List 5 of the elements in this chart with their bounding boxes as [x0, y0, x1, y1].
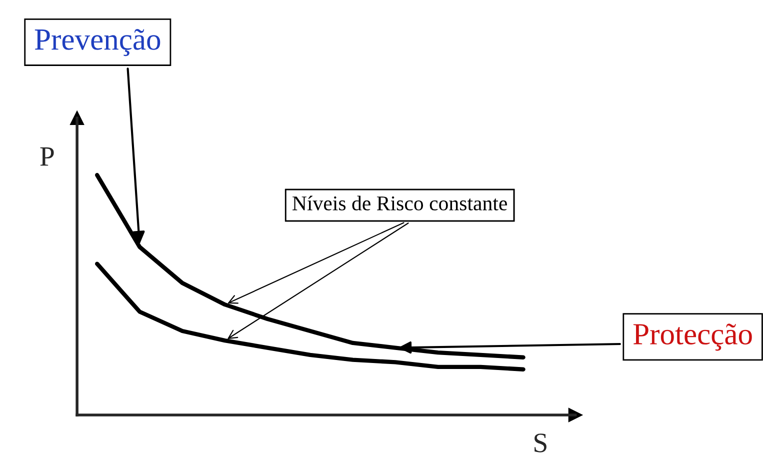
text: Prevenção: [34, 28, 160, 56]
annotation: Níveis de Risco constante: [292, 196, 507, 210]
y-axis-title: P: [40, 147, 54, 166]
x-axis-title: S: [534, 434, 546, 452]
text: Protecção: [633, 324, 752, 351]
